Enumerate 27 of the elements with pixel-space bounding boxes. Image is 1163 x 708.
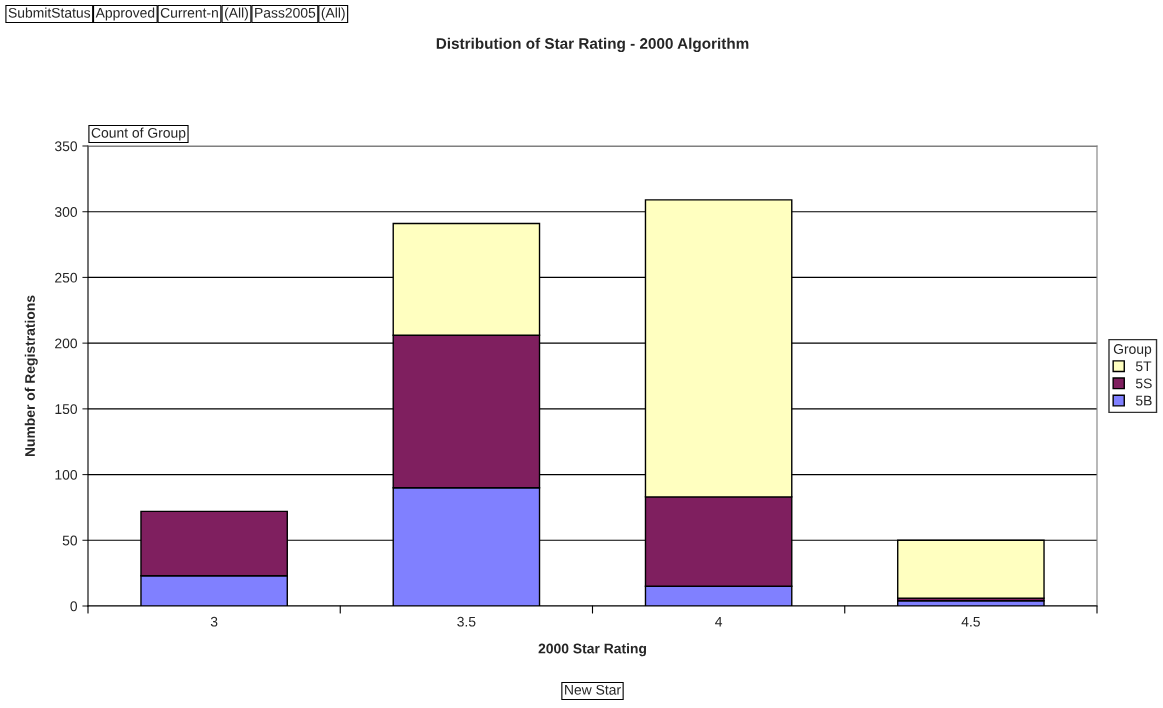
text: (All) [224,7,248,21]
y-tick-label: 50 [62,535,78,546]
x-tick-label: 4.5 [961,616,980,627]
x-tick-label: 3.5 [457,616,476,627]
text: Pass2005 [255,7,316,18]
text: SubmitStatus [8,7,91,18]
text: Approved [95,7,155,21]
text: Count of Group [91,127,186,141]
y-tick-label: 0 [70,601,78,612]
y-tick-label: 300 [54,207,78,217]
text: New Star [565,684,621,695]
y-tick-label: 100 [55,469,78,480]
legend-label: 5S [1135,378,1152,389]
y-axis-title: Number of Registrations [24,295,38,457]
x-axis-title: 2000 Star Rating [538,643,646,657]
legend-label: 5T [1135,361,1152,372]
y-tick-label: 250 [55,272,78,283]
legend-label: 5B [1135,395,1152,406]
text: (All) [321,7,345,21]
x-tick-label: 4 [715,616,723,627]
legend-title: Group [1113,344,1152,357]
y-tick-label: 350 [54,141,78,152]
chart-title: Distribution of Star Rating - 2000 Algorithm [436,37,749,53]
y-tick-label: 150 [55,404,78,415]
y-tick-label: 200 [55,338,78,349]
x-tick-label: 3 [210,616,218,627]
text: Current-n [160,7,218,18]
